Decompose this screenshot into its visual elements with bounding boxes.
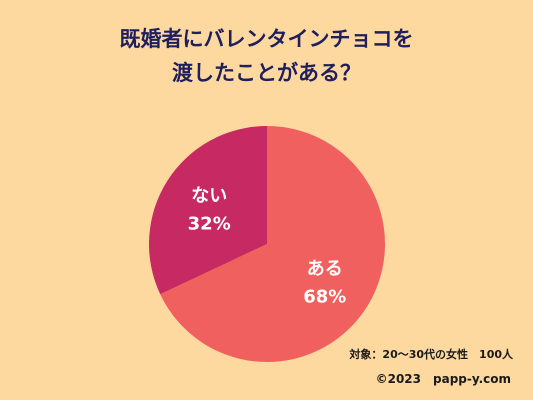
survey-note: 対象：20〜30代の女性 100人 xyxy=(349,348,513,361)
copyright-credit: ©2023 papp-y.com xyxy=(375,372,511,386)
slice-value-label-0: 68% xyxy=(303,287,346,308)
chart-title-line2: 渡したことがある？ xyxy=(172,61,361,85)
slice-label-0: ある xyxy=(307,259,343,280)
pie-slice-1 xyxy=(148,125,267,295)
pie-slice-0 xyxy=(160,126,385,362)
chart-title-line1: 既婚者にバレンタインチョコを xyxy=(119,27,414,51)
chart-title: 既婚者にバレンタインチョコを 渡したことがある？ xyxy=(0,22,533,90)
slice-value-label-1: 32% xyxy=(188,213,231,234)
slice-label-1: ない xyxy=(191,185,227,206)
